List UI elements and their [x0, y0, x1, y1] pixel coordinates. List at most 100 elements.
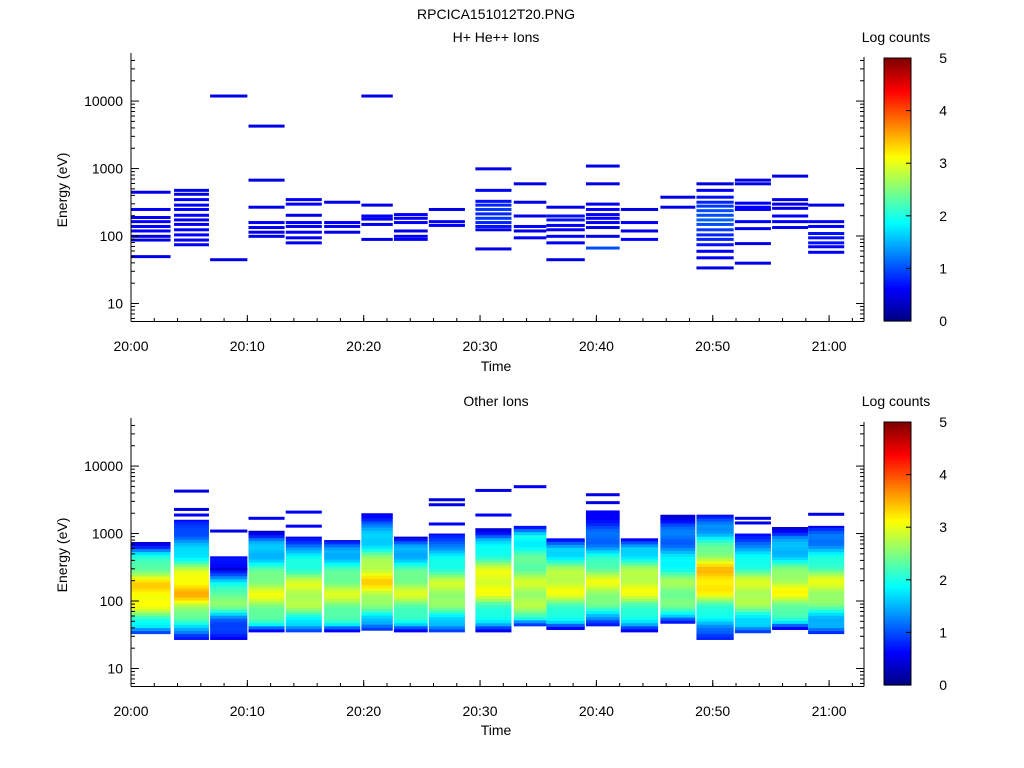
- panel-2-cell: [660, 547, 696, 551]
- panel-2-cell: [428, 619, 465, 624]
- panel-2-cell: [248, 595, 285, 599]
- panel-2-cell: [808, 621, 845, 625]
- panel-2-cell: [585, 531, 620, 536]
- panel-2-cell: [361, 554, 393, 558]
- panel-2-cell: [361, 520, 393, 525]
- panel-2-cell: [513, 586, 547, 590]
- panel-2-colorbar-tick-label: 4: [939, 467, 947, 483]
- panel-2-cell: [585, 525, 620, 530]
- panel-2-ytick-label: 1000: [92, 526, 123, 542]
- panel-1-cell: [210, 258, 248, 262]
- panel-2-cell: [285, 549, 322, 554]
- panel-1-cell: [696, 213, 734, 217]
- panel-2-cell: [248, 530, 285, 533]
- panel-2-cell: [475, 543, 512, 548]
- panel-2-cell: [131, 545, 171, 550]
- panel-2-cell: [772, 538, 809, 542]
- panel-2-cell: [428, 601, 465, 606]
- panel-2-cell: [620, 619, 659, 624]
- panel-2-cell: [585, 568, 620, 572]
- panel-2-xtick-label: 20:00: [113, 703, 148, 719]
- panel-2-cell: [393, 601, 428, 606]
- panel-2-ytick-label: 100: [100, 593, 124, 609]
- panel-2-cell: [174, 530, 209, 534]
- panel-2-cell: [393, 574, 428, 578]
- panel-2-cell: [324, 610, 361, 615]
- panel-2-cell: [210, 612, 248, 616]
- panel-2-cell: [428, 613, 465, 618]
- panel-2-cell: [734, 568, 771, 573]
- panel-1-cell: [513, 200, 547, 204]
- panel-2-cell: [174, 627, 209, 631]
- panel-2-cell: [248, 555, 285, 560]
- panel-2-cell: [734, 584, 771, 588]
- panel-2-cell: [475, 561, 512, 566]
- panel-2-cell: [660, 559, 696, 564]
- panel-1-cell: [475, 203, 512, 207]
- panel-2-cell: [324, 561, 361, 566]
- panel-2-cell: [772, 541, 809, 545]
- panel-2-cell: [361, 602, 393, 607]
- panel-2-cell: [393, 568, 428, 572]
- panel-1-cell: [324, 230, 361, 234]
- panel-2-cell: [393, 625, 428, 630]
- panel-1-cell: [285, 241, 322, 245]
- panel-1-cell: [475, 247, 512, 251]
- panel-2-cell: [361, 569, 393, 574]
- panel-2-cell: [546, 553, 585, 558]
- panel-1-cell: [324, 200, 361, 204]
- panel-1-cell: [620, 221, 659, 225]
- panel-1-cell: [546, 258, 585, 262]
- panel-2-cell: [734, 538, 771, 543]
- panel-2-cell: [475, 552, 512, 557]
- panel-1-cell: [131, 190, 171, 194]
- panel-2-cell: [174, 569, 209, 574]
- panel-2-cell: [734, 553, 771, 558]
- panel-2-cell: [210, 572, 248, 577]
- panel-2-cell: [546, 595, 585, 600]
- panel-1-cell: [585, 216, 620, 220]
- panel-2-cell: [546, 577, 585, 582]
- panel-2-cell: [285, 586, 322, 590]
- panel-2-cell: [772, 586, 809, 591]
- panel-2-cell: [546, 544, 585, 548]
- panel-1-cell: [428, 220, 465, 224]
- panel-2-cell: [808, 527, 845, 531]
- panel-2-cell: [361, 551, 393, 555]
- panel-2-cell: [131, 600, 171, 604]
- panel-2-cell: [324, 604, 361, 609]
- panel-2-cell: [428, 604, 465, 609]
- panel-2-cell: [696, 578, 734, 583]
- panel-2-cell: [734, 521, 771, 525]
- panel-2-cell: [660, 541, 696, 545]
- panel-1-cell: [585, 164, 620, 168]
- panel-1-xtick-label: 20:10: [230, 338, 265, 354]
- panel-2-cell: [620, 589, 659, 593]
- panel-1-cell: [513, 236, 547, 240]
- panel-2-cell: [285, 595, 322, 599]
- panel-2-cell: [546, 568, 585, 573]
- panel-2-cell: [131, 584, 171, 589]
- panel-2-cell: [620, 622, 659, 627]
- panel-2-cell: [285, 607, 322, 612]
- panel-2-cell: [285, 561, 322, 566]
- panel-2-cell: [696, 587, 734, 592]
- panel-1-colorbar: [883, 57, 912, 322]
- panel-2-cell: [174, 584, 209, 589]
- panel-1-cell: [734, 227, 771, 231]
- panel-2-cell: [513, 537, 547, 542]
- panel-1-cell: [620, 237, 659, 241]
- panel-1-xtick-label: 20:50: [695, 338, 730, 354]
- panel-2-cell: [696, 548, 734, 552]
- panel-2-cell: [772, 614, 809, 618]
- panel-2-cell: [696, 545, 734, 549]
- panel-2-cell: [131, 627, 171, 632]
- panel-1-cell: [393, 213, 428, 217]
- panel-2-ylabel: Energy (eV): [54, 518, 70, 593]
- panel-2-cell: [620, 607, 659, 612]
- panel-2-cell: [248, 601, 285, 606]
- panel-2-cell: [475, 540, 512, 545]
- panel-1-cell: [620, 229, 659, 233]
- panel-2-cell: [808, 590, 845, 595]
- panel-1-cell: [131, 238, 171, 242]
